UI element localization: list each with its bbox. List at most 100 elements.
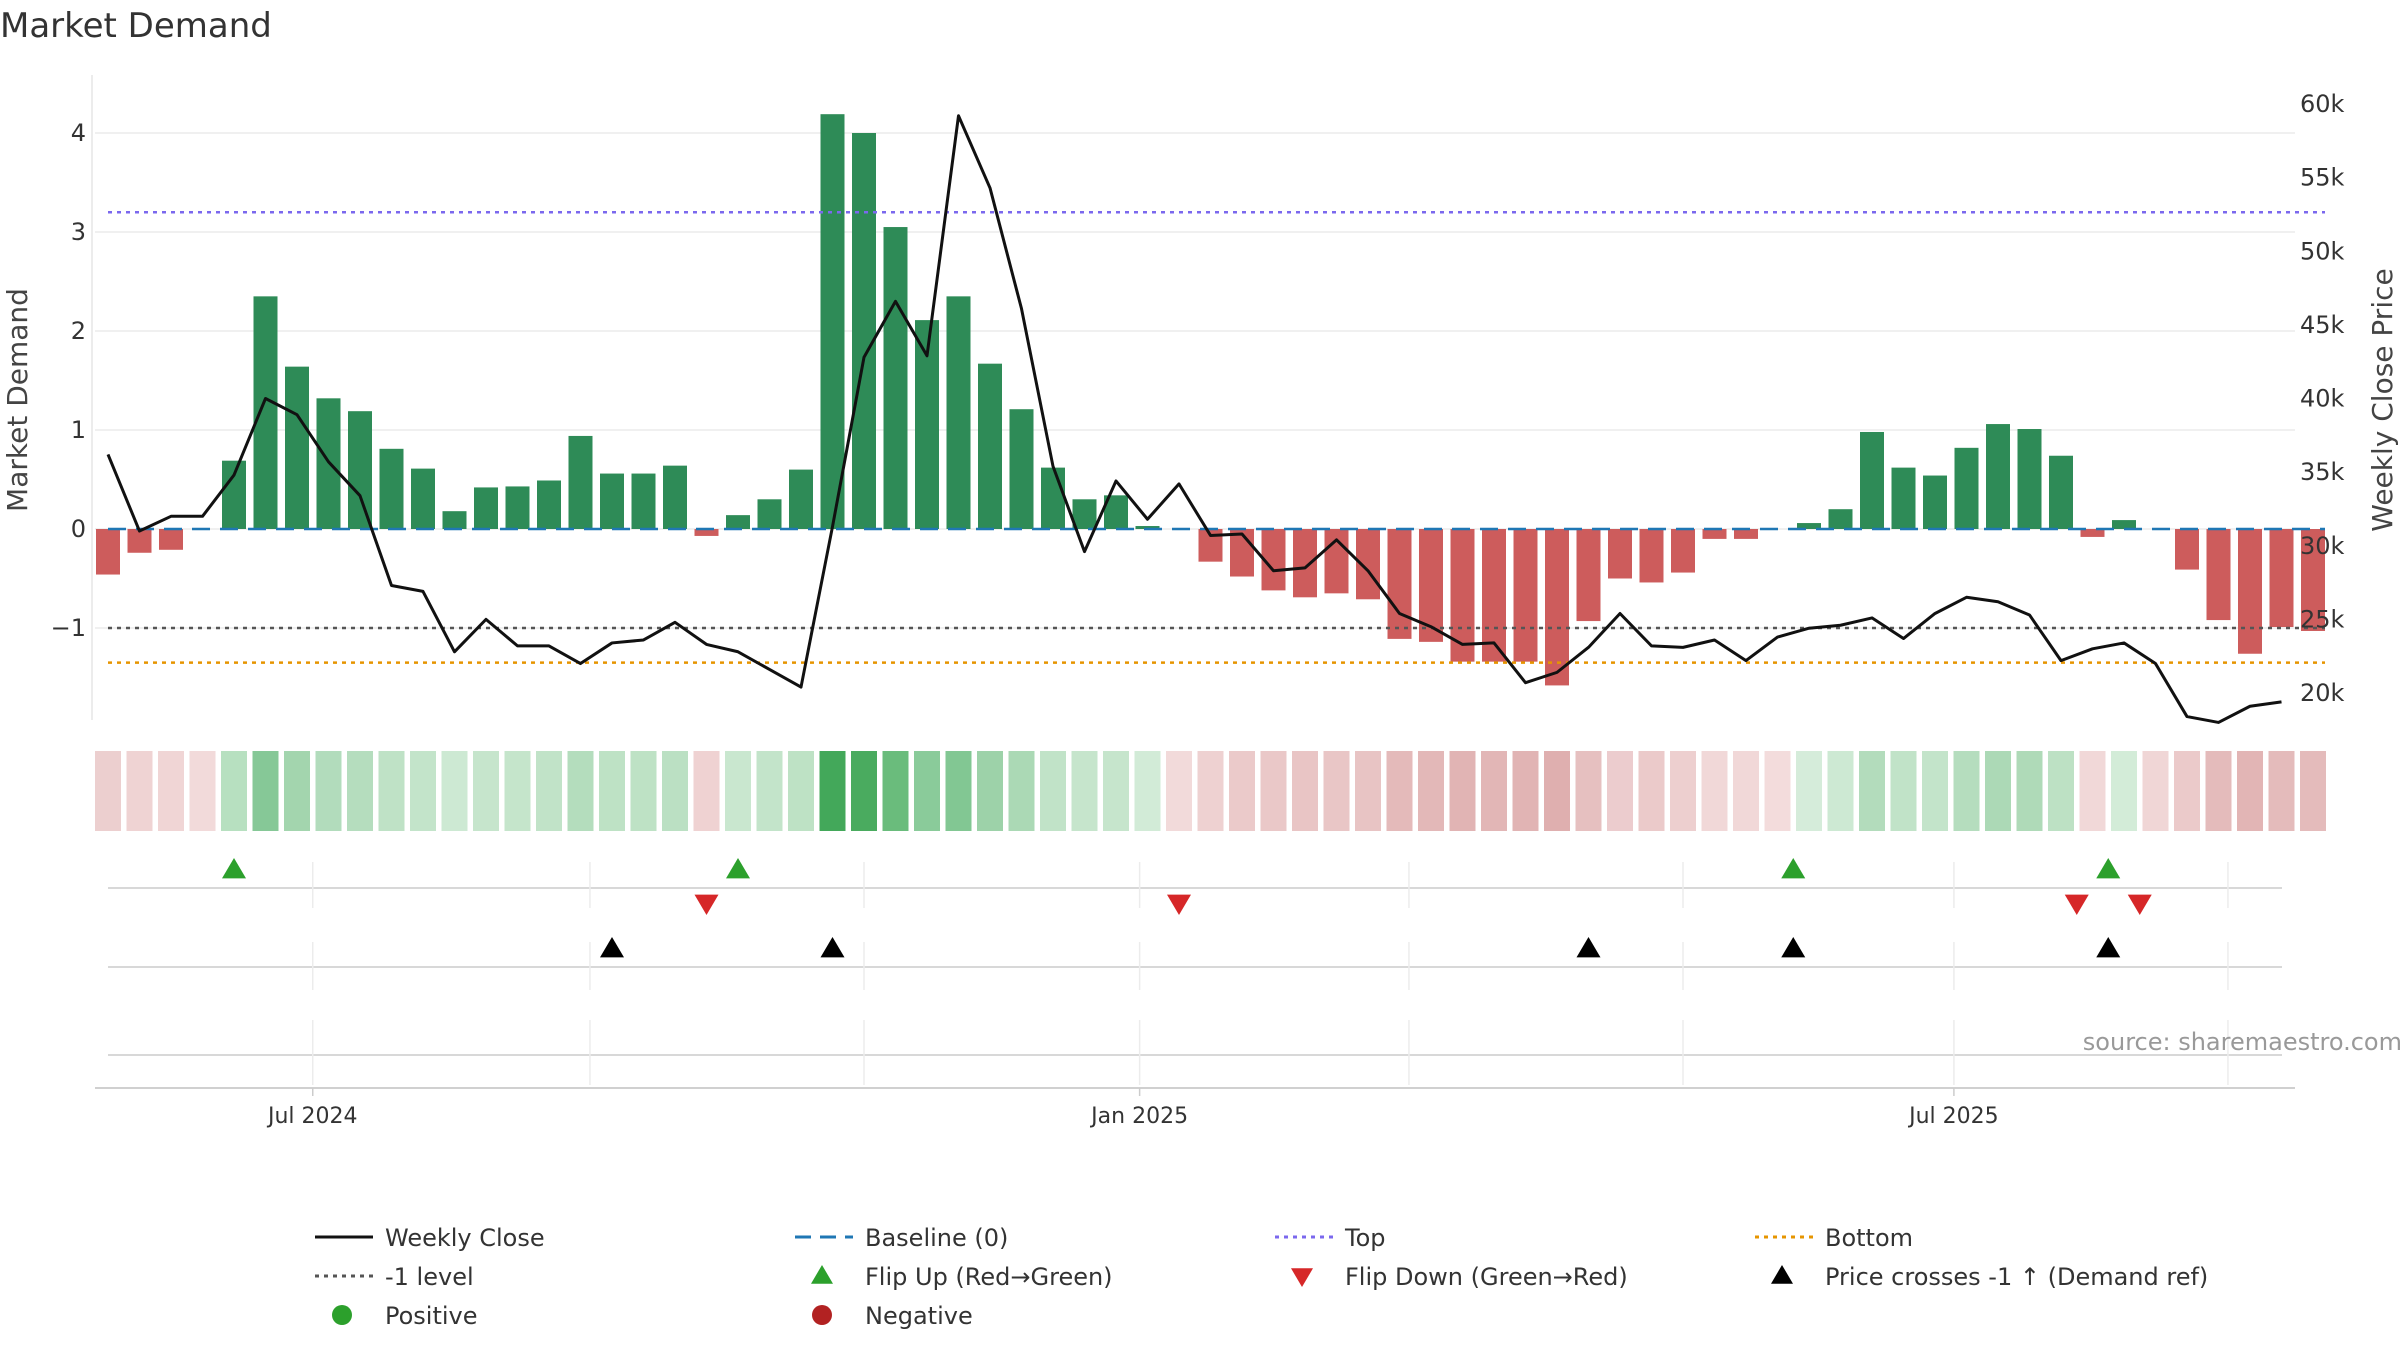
heat-cell <box>189 751 216 831</box>
left-tick-label: 4 <box>71 119 86 147</box>
legend-item: Baseline (0) <box>795 1224 1008 1252</box>
heat-cell <box>2016 751 2043 831</box>
heat-cell <box>126 751 153 831</box>
weekly-close-line <box>106 114 2282 724</box>
price-cross-marker <box>1576 937 1601 958</box>
heat-cell <box>2174 751 2200 831</box>
heat-cell <box>662 751 688 831</box>
legend-label: Baseline (0) <box>865 1224 1008 1252</box>
demand-bar <box>1734 529 1758 539</box>
heat-cell <box>1386 751 1413 831</box>
heat-cell <box>1260 751 1287 831</box>
demand-bar <box>1041 467 1065 529</box>
demand-bar <box>1450 529 1475 662</box>
heat-cell <box>1449 751 1476 831</box>
demand-bar <box>2175 529 2199 570</box>
heat-cell <box>630 751 657 831</box>
heat-cell <box>1607 751 1633 831</box>
heat-cell <box>1985 751 2011 831</box>
heat-cell <box>1890 751 1917 831</box>
heat-cell <box>788 751 814 831</box>
heat-cell <box>2079 751 2106 831</box>
right-tick-label: 55k <box>2300 164 2345 192</box>
right-tick-label: 25k <box>2300 605 2345 633</box>
demand-bar <box>631 473 656 529</box>
heat-cell <box>693 751 720 831</box>
demand-bar <box>1135 526 1160 529</box>
demand-bar <box>1576 529 1601 622</box>
demand-bar <box>348 411 372 529</box>
heat-cell <box>1544 751 1570 831</box>
heat-cell <box>1134 751 1161 831</box>
heat-cell <box>1197 751 1224 831</box>
heat-cell <box>1071 751 1098 831</box>
heat-cell <box>284 751 310 831</box>
heat-cell <box>819 751 846 831</box>
demand-bar <box>222 460 246 529</box>
legend-swatch <box>1291 1268 1313 1287</box>
heat-cell <box>1859 751 1885 831</box>
heat-cell <box>410 751 436 831</box>
heat-cell <box>1953 751 1980 831</box>
legend-item: Price crosses -1 ↑ (Demand ref) <box>1771 1263 2208 1291</box>
legend-label: Bottom <box>1825 1224 1913 1252</box>
legend-label: Flip Down (Green→Red) <box>1345 1263 1628 1291</box>
heat-cell <box>977 751 1003 831</box>
flip-down-marker <box>2064 894 2089 915</box>
demand-bar <box>1482 529 1506 662</box>
demand-bar <box>1954 447 1979 529</box>
demand-bar <box>2238 529 2262 654</box>
right-axis-title: Weekly Close Price <box>2366 268 2399 531</box>
demand-bar <box>1419 529 1443 642</box>
demand-bar <box>2017 429 2042 529</box>
legend-label: Top <box>1344 1224 1386 1252</box>
demand-bar <box>946 296 971 529</box>
demand-bar <box>505 486 530 529</box>
heat-cell <box>315 751 342 831</box>
heat-cell <box>1796 751 1822 831</box>
heat-cell <box>1922 751 1948 831</box>
demand-bar <box>2206 529 2231 621</box>
demand-bar <box>1891 467 1916 529</box>
demand-bar <box>537 480 561 529</box>
demand-bar <box>2112 520 2136 529</box>
flip-up-marker <box>1781 858 1806 879</box>
heat-cell <box>504 751 531 831</box>
demand-bar <box>1387 529 1412 639</box>
heat-cell <box>1764 751 1791 831</box>
demand-bar <box>1639 529 1664 583</box>
right-tick-label: 50k <box>2300 237 2345 265</box>
demand-bar <box>1671 529 1695 573</box>
heat-cell <box>945 751 972 831</box>
heat-cell <box>1292 751 1318 831</box>
demand-bar <box>1293 529 1317 598</box>
demand-bar <box>379 448 404 529</box>
demand-bar <box>1230 529 1254 577</box>
heat-cell <box>756 751 783 831</box>
right-tick-label: 20k <box>2300 679 2345 707</box>
demand-bar <box>1986 424 2010 529</box>
heat-cell <box>1103 751 1129 831</box>
heat-cell <box>1512 751 1539 831</box>
heat-cell <box>2142 751 2169 831</box>
legend-item: Bottom <box>1755 1224 1913 1252</box>
flip-down-marker <box>1167 894 1191 915</box>
x-tick-label: Jul 2025 <box>1907 1104 1999 1129</box>
price-cross-marker <box>820 937 845 958</box>
legend-swatch <box>332 1305 352 1325</box>
heat-cell <box>2111 751 2137 831</box>
heat-cell <box>2048 751 2074 831</box>
price-cross-marker <box>2096 937 2121 958</box>
legend-label: -1 level <box>385 1263 474 1291</box>
demand-bar <box>757 499 782 529</box>
price-cross-marker <box>600 937 624 958</box>
heat-cell <box>2268 751 2295 831</box>
heat-cell <box>1323 751 1350 831</box>
heat-cell <box>1229 751 1255 831</box>
legend-item: Negative <box>812 1302 973 1330</box>
demand-bar <box>820 114 845 529</box>
legend-swatch <box>1771 1265 1793 1284</box>
heat-cell <box>1733 751 1759 831</box>
demand-bar <box>663 465 687 529</box>
heat-cell <box>1701 751 1728 831</box>
